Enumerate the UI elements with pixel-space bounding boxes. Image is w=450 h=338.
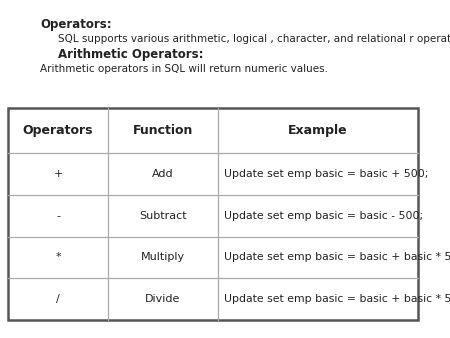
Text: Update set emp basic = basic + 500;: Update set emp basic = basic + 500; (224, 169, 428, 179)
Text: SQL supports various arithmetic, logical , character, and relational r operators: SQL supports various arithmetic, logical… (58, 34, 450, 44)
Text: Update set emp basic = basic + basic * 5/100;: Update set emp basic = basic + basic * 5… (224, 252, 450, 262)
Text: Arithmetic operators in SQL will return numeric values.: Arithmetic operators in SQL will return … (40, 64, 328, 74)
Bar (8, 108, 418, 320)
Text: Function: Function (133, 124, 193, 137)
Text: Arithmetic Operators:: Arithmetic Operators: (58, 48, 203, 61)
Text: Operators:: Operators: (40, 18, 112, 31)
Text: Add: Add (152, 169, 174, 179)
Text: Operators: Operators (23, 124, 93, 137)
Text: *: * (55, 252, 61, 262)
Text: -: - (56, 211, 60, 221)
Text: Multiply: Multiply (141, 252, 185, 262)
Text: Subtract: Subtract (139, 211, 187, 221)
Text: Update set emp basic = basic + basic * 5/100;: Update set emp basic = basic + basic * 5… (224, 294, 450, 304)
Text: /: / (56, 294, 60, 304)
Text: Example: Example (288, 124, 348, 137)
Text: Update set emp basic = basic - 500;: Update set emp basic = basic - 500; (224, 211, 423, 221)
Text: Divide: Divide (145, 294, 181, 304)
Text: +: + (53, 169, 63, 179)
